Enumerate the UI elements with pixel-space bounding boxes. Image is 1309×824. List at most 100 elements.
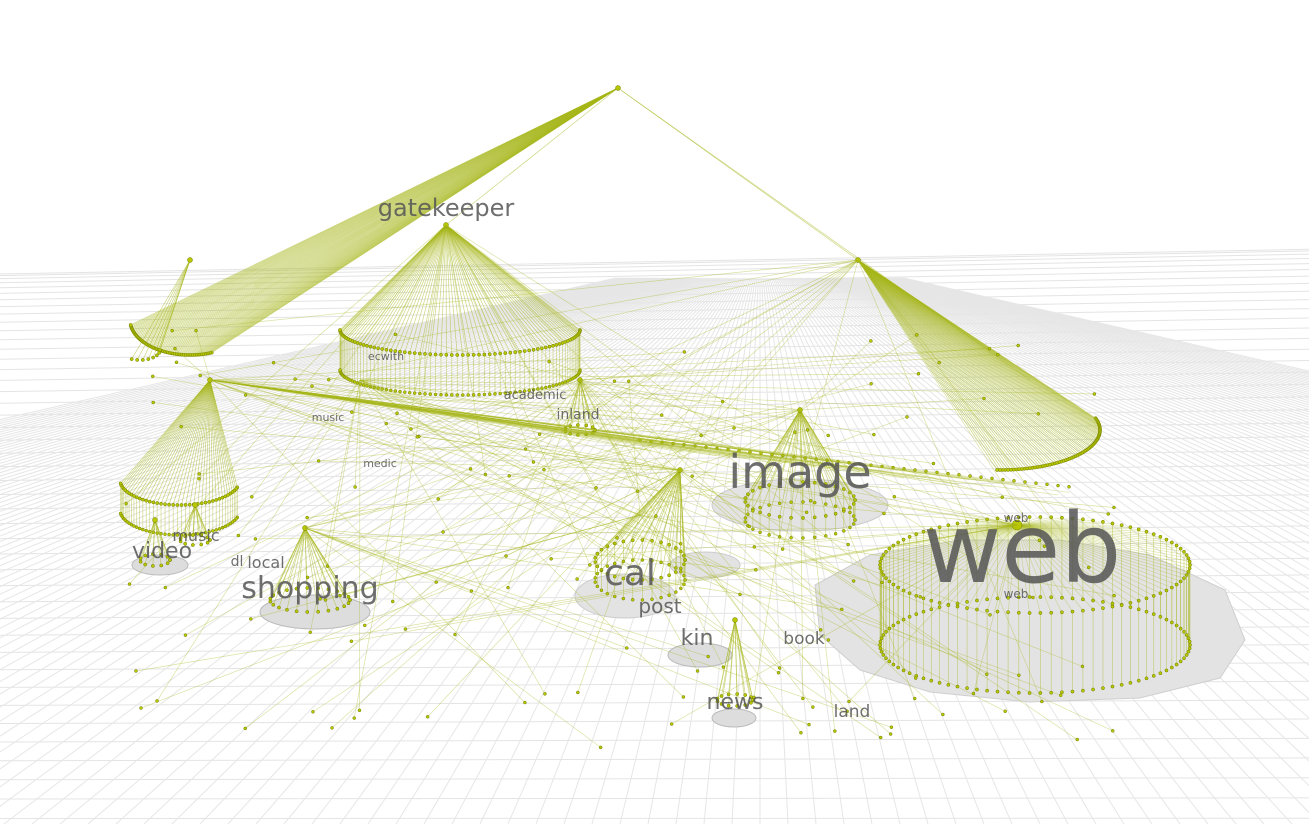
edge: [359, 379, 881, 738]
node: [669, 722, 674, 726]
edge: [209, 379, 1004, 484]
grid-line: [804, 277, 1309, 652]
node: [1081, 597, 1085, 602]
node: [996, 352, 1000, 357]
node: [751, 488, 755, 493]
node: [929, 678, 934, 683]
edge: [445, 224, 501, 354]
grid-line: [87, 277, 722, 824]
node: [271, 593, 276, 598]
node: [649, 439, 653, 443]
node: [443, 222, 449, 228]
node: [518, 389, 522, 394]
node: [881, 553, 886, 557]
node: [840, 607, 844, 612]
edge: [295, 378, 1018, 526]
edge: [363, 224, 447, 346]
edge: [309, 379, 361, 633]
edge: [445, 224, 491, 355]
node: [380, 387, 384, 391]
edge: [304, 527, 627, 649]
node: [217, 496, 222, 501]
node: [547, 359, 551, 364]
node: [1067, 485, 1071, 489]
edge: [200, 259, 859, 376]
grid-line: [843, 277, 1309, 464]
node: [365, 384, 369, 388]
node: [654, 514, 658, 518]
node: [175, 533, 180, 537]
grid-line: [887, 277, 1309, 388]
grid-line: [897, 277, 1309, 378]
edge: [304, 527, 709, 657]
node: [746, 512, 750, 517]
edge: [209, 379, 927, 478]
edge: [359, 379, 1109, 515]
grid-line: [0, 277, 637, 450]
grid-line: [0, 277, 663, 504]
node: [210, 499, 215, 503]
node: [220, 525, 225, 530]
node: [743, 516, 748, 520]
node: [403, 390, 407, 394]
edge: [209, 379, 1061, 696]
node: [780, 547, 785, 551]
edge: [209, 379, 938, 479]
node-label: local: [247, 553, 284, 572]
edge: [857, 259, 1038, 468]
node: [1110, 521, 1115, 526]
node: [1070, 596, 1075, 601]
node: [1011, 519, 1023, 531]
node: [1056, 483, 1060, 488]
node: [1158, 534, 1163, 539]
edge: [304, 527, 319, 612]
edge: [328, 259, 859, 381]
edge: [359, 379, 991, 616]
edge: [140, 519, 156, 559]
edge: [445, 224, 563, 344]
node: [907, 671, 912, 676]
node: [243, 726, 247, 731]
edge: [404, 224, 447, 353]
node: [674, 590, 678, 594]
edge: [144, 519, 156, 556]
grid-line: [854, 277, 1309, 438]
node: [1006, 690, 1010, 695]
node: [305, 575, 310, 580]
edge: [351, 524, 1018, 642]
edge: [1016, 524, 1191, 566]
node: [918, 595, 922, 599]
edge: [1016, 524, 1187, 556]
node: [640, 578, 645, 582]
node: [801, 480, 805, 484]
edge: [445, 224, 486, 475]
edge: [1016, 524, 1063, 613]
node: [752, 545, 757, 549]
edge: [1016, 524, 1167, 540]
edge: [359, 379, 779, 674]
node: [896, 620, 900, 625]
grid-line: [0, 277, 669, 522]
edge: [881, 524, 1018, 559]
edge: [889, 524, 1018, 582]
node: [342, 604, 347, 609]
node: [137, 496, 142, 501]
edge: [857, 259, 1001, 471]
grid-line: [0, 277, 714, 788]
grid-line: [0, 277, 668, 517]
node: [1086, 565, 1091, 570]
node-label: post: [638, 594, 681, 618]
node: [621, 559, 626, 564]
edge: [505, 469, 681, 557]
edge: [889, 524, 1018, 549]
edge: [386, 224, 447, 350]
edge: [857, 259, 1017, 470]
node: [621, 576, 626, 581]
node: [398, 389, 402, 394]
node: [946, 523, 951, 528]
node: [140, 358, 145, 362]
node: [988, 613, 992, 617]
node: [937, 360, 941, 365]
grid-line: [423, 277, 742, 824]
edge: [445, 224, 543, 349]
